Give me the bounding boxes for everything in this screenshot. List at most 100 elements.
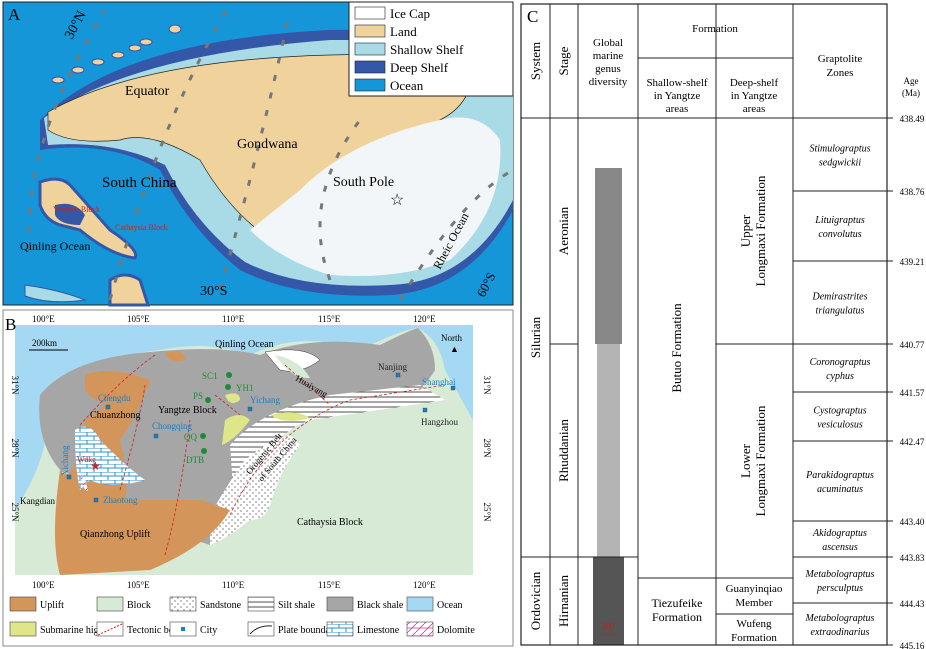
- legend-label: Uplift: [40, 600, 64, 611]
- lon-tick-label-bottom: 115°E: [318, 580, 341, 590]
- formation-longmaxi: Longmaxi Formation: [753, 405, 768, 516]
- yangtze-block-label: Yangtze Block: [53, 205, 100, 214]
- north-label: North: [441, 333, 462, 343]
- legend-label: Submarine high: [40, 625, 104, 636]
- formation-longmaxi: Longmaxi Formation: [753, 175, 768, 286]
- graptolite-zone: cyphus: [826, 371, 854, 382]
- table-frame: [520, 3, 888, 646]
- age-label: 445.16: [900, 641, 925, 649]
- scale-bar-label: 200km: [32, 338, 57, 348]
- legend-label: Limestone: [357, 625, 400, 636]
- south-china-label: South China: [102, 175, 177, 191]
- city-marker: [153, 433, 159, 439]
- legend-label: Black shale: [357, 600, 404, 611]
- legend-label: City: [200, 625, 217, 636]
- legend-swatch-ocean: [406, 596, 434, 612]
- city-label-nanjing: Nanjing: [378, 362, 407, 372]
- lat-30s-label: 30°S: [200, 284, 227, 299]
- ice-cap: [250, 117, 501, 276]
- header-graptolite-zones: Zones: [827, 67, 854, 79]
- lat-tick-label-right: 28°N: [482, 438, 492, 458]
- lon-tick-label-bottom: 110°E: [222, 580, 245, 590]
- well-marker: [226, 372, 232, 378]
- tectonic-belts: [79, 354, 446, 556]
- lon-tick-label: 110°E: [222, 314, 245, 324]
- lat-tick-label: 31°N: [10, 375, 20, 395]
- city-marker: [422, 407, 428, 413]
- system-silurian: Silurian: [528, 316, 543, 358]
- city-label-chengdu: Chengdu: [98, 393, 131, 403]
- legend-label: Deep Shelf: [390, 60, 449, 75]
- tectonic-belt-swatch-line: [97, 623, 123, 636]
- panel-c-letter: C: [527, 7, 538, 26]
- stage-rhuddanian: Rhuddanian: [556, 419, 571, 482]
- south-pole-star-icon: ☆: [390, 192, 404, 209]
- age-label: 438.49: [900, 114, 925, 124]
- qianzhong-uplift-label: Qianzhong Uplift: [80, 529, 150, 540]
- graptolite-zone: extraodinarius: [811, 627, 870, 638]
- age-label: 438.76: [900, 187, 925, 197]
- uplift-north: [165, 351, 185, 362]
- chuanzhong-label: Chuanzhong: [90, 410, 141, 421]
- graptolite-zone: Akidograptus: [812, 528, 867, 539]
- panel-b-letter: B: [5, 315, 16, 334]
- chuanzhong-uplift: [85, 371, 150, 405]
- legend-label: Dolomite: [437, 625, 475, 636]
- stage-hirnanian: Hirnanian: [556, 575, 571, 627]
- equator-label: Equator: [125, 84, 170, 99]
- diversity-scale-label: 300: [601, 621, 615, 631]
- legend-label: Silt shale: [278, 600, 316, 611]
- header-deep-shelf: Deep-shelf: [730, 77, 779, 89]
- south-pole-label: South Pole: [333, 175, 394, 190]
- submarine-highs: [222, 393, 310, 445]
- lon-tick-label: 105°E: [127, 314, 150, 324]
- legend-swatch: [354, 24, 386, 38]
- age-label: 439.21: [900, 257, 925, 267]
- panel-b-regional-map: B 100°E 100°E 105°E 105°E 110°E 110°E 115°E 115…: [2, 309, 514, 647]
- legend-swatch: [354, 6, 386, 20]
- lon-tick-label-bottom: 105°E: [127, 580, 150, 590]
- legend-swatch-sandstone: [169, 596, 197, 612]
- legend-label: Ocean: [390, 78, 424, 93]
- well-marker: [225, 384, 231, 390]
- legend-label: Shallow Shelf: [390, 42, 464, 57]
- longitude-ticks: 100°E 100°E 105°E 105°E 110°E 110°E 115°E 115°E…: [32, 314, 436, 590]
- city-label-xichang: Xichang: [60, 445, 70, 476]
- formation-butuo: Butuo Formation: [669, 303, 684, 393]
- huaiyang-area: [264, 349, 321, 372]
- lon-tick-label-bottom: 120°E: [413, 580, 436, 590]
- graptolite-zone: triangulatus: [816, 306, 865, 317]
- header-diversity: Global: [593, 37, 623, 49]
- stage-aeronian: Aeronian: [556, 206, 571, 255]
- legend-swatch-silt-shale: [247, 596, 275, 612]
- graptolite-zone: convolutus: [818, 229, 861, 240]
- header-graptolite-zones: Graptolite: [818, 53, 863, 65]
- formation-wufeng: Formation: [731, 632, 777, 644]
- age-label: 441.57: [900, 388, 925, 398]
- wuke-label: Wuke: [77, 455, 96, 464]
- formation-longmaxi: Upper: [738, 214, 753, 247]
- wells: SC1 YH1 PS QQ DTB: [184, 371, 254, 465]
- city-swatch-marker: [181, 627, 185, 631]
- panel-a-legend: Ice Cap Land Shallow Shelf Deep Shelf Ocean: [348, 1, 514, 97]
- yangtze-block-label: Yangtze Block: [158, 405, 217, 416]
- panel-c-stratigraphic-column: C 300 System Stage Globalmarinegenusdiversi…: [520, 3, 925, 649]
- formation-longmaxi: Lower: [738, 443, 753, 478]
- header-deep-shelf: areas: [743, 103, 766, 115]
- cathaysia-block-label: Cathaysia Block: [115, 223, 168, 232]
- city-marker: [93, 497, 99, 503]
- lon-tick-label-bottom: 100°E: [32, 580, 55, 590]
- legend-swatch: [354, 78, 386, 92]
- legend-swatch: [354, 42, 386, 56]
- graptolite-zone: Parakidograptus: [805, 470, 874, 481]
- north-arrow-icon: ▲: [450, 344, 459, 354]
- lat-tick-label-right: 31°N: [482, 375, 492, 395]
- age-label: 440.77: [900, 340, 925, 350]
- well-label-dtb: DTB: [186, 455, 204, 465]
- island-arc-south: [24, 284, 87, 303]
- graptolite-zone: Stimulograptus: [809, 144, 870, 155]
- graptolite-zone: Metabolograptus: [805, 569, 875, 580]
- diversity-bar-hirnanian: [593, 557, 624, 645]
- graptolite-zone: Metabolograptus: [805, 613, 875, 624]
- well-label-yh1: YH1: [236, 383, 254, 393]
